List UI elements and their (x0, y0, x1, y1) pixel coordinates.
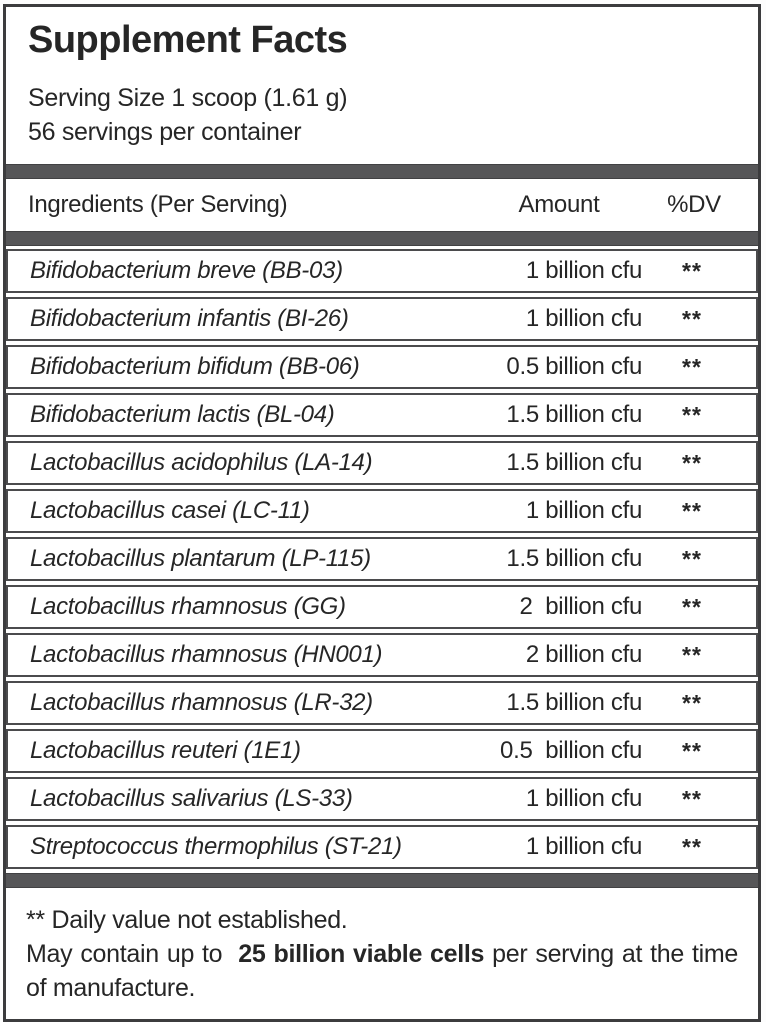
ingredient-name: Lactobacillus acidophilus (LA-14) (30, 449, 373, 476)
ingredient-amount: 1.5 billion cfu (506, 545, 642, 572)
ingredient-dv: ** (682, 641, 702, 668)
table-row: Lactobacillus plantarum (LP-115) 1.5 bil… (6, 537, 758, 581)
table-row: Lactobacillus casei (LC-11) 1 billion cf… (6, 489, 758, 533)
footnotes: ** Daily value not established. May cont… (6, 891, 758, 1019)
table-row: Lactobacillus rhamnosus (LR-32) 1.5 bill… (6, 681, 758, 725)
table-row: Lactobacillus reuteri (1E1) 0.5 billion … (6, 729, 758, 773)
ingredient-dv: ** (682, 689, 702, 716)
ingredient-name: Bifidobacterium lactis (BL-04) (30, 401, 335, 428)
ingredient-amount: 1 billion cfu (525, 785, 642, 812)
ingredient-dv: ** (682, 401, 702, 428)
divider-bar-top (6, 164, 758, 179)
ingredient-name: Streptococcus thermophilus (ST-21) (30, 833, 402, 860)
ingredient-amount: 1 billion cfu (525, 497, 642, 524)
table-row: Bifidobacterium breve (BB-03) 1 billion … (6, 249, 758, 293)
ingredient-dv: ** (682, 545, 702, 572)
divider-bar-bottom (6, 873, 758, 888)
column-header-ingredients: Ingredients (Per Serving) (28, 191, 288, 218)
table-row: Lactobacillus salivarius (LS-33) 1 billi… (6, 777, 758, 821)
ingredient-name: Lactobacillus reuteri (1E1) (30, 737, 301, 764)
ingredient-amount: 2 billion cfu (525, 641, 642, 668)
ingredient-dv: ** (682, 737, 702, 764)
ingredient-name: Lactobacillus casei (LC-11) (30, 497, 310, 524)
ingredient-name: Bifidobacterium infantis (BI-26) (30, 305, 349, 332)
table-row: Lactobacillus rhamnosus (GG) 2 billion c… (6, 585, 758, 629)
dv-footnote: ** Daily value not established. (26, 906, 348, 934)
column-header-amount: Amount (518, 191, 600, 218)
ingredient-name: Lactobacillus rhamnosus (HN001) (30, 641, 383, 668)
ingredient-amount: 2 billion cfu (519, 593, 642, 620)
ingredient-name: Lactobacillus rhamnosus (LR-32) (30, 689, 373, 716)
ingredient-dv: ** (682, 257, 702, 284)
ingredient-amount: 1.5 billion cfu (506, 449, 642, 476)
serving-size: Serving Size 1 scoop (1.61 g) (28, 84, 348, 112)
ingredient-name: Lactobacillus salivarius (LS-33) (30, 785, 353, 812)
ingredient-name: Lactobacillus plantarum (LP-115) (30, 545, 371, 572)
may-contain-prefix: May contain up to (26, 940, 239, 968)
servings-per-container: 56 servings per container (28, 118, 302, 146)
ingredient-dv: ** (682, 305, 702, 332)
ingredient-amount: 1.5 billion cfu (506, 689, 642, 716)
ingredient-amount: 1.5 billion cfu (506, 401, 642, 428)
ingredient-table: Bifidobacterium breve (BB-03) 1 billion … (6, 249, 758, 869)
may-contain-suffix: per serving at the time of manufacture. (26, 940, 738, 1002)
ingredient-dv: ** (682, 497, 702, 524)
supplement-facts-label: Supplement Facts Serving Size 1 scoop (1… (3, 4, 761, 1022)
label-header: Supplement Facts Serving Size 1 scoop (1… (6, 7, 758, 161)
table-row: Bifidobacterium bifidum (BB-06) 0.5 bill… (6, 345, 758, 389)
ingredient-dv: ** (682, 449, 702, 476)
ingredient-dv: ** (682, 785, 702, 812)
ingredient-amount: 1 billion cfu (525, 305, 642, 332)
table-row: Bifidobacterium infantis (BI-26) 1 billi… (6, 297, 758, 341)
ingredient-name: Lactobacillus rhamnosus (GG) (30, 593, 346, 620)
table-row: Bifidobacterium lactis (BL-04) 1.5 billi… (6, 393, 758, 437)
table-row: Lactobacillus acidophilus (LA-14) 1.5 bi… (6, 441, 758, 485)
ingredient-amount: 0.5 billion cfu (506, 353, 642, 380)
divider-bar-middle (6, 231, 758, 246)
label-title: Supplement Facts (28, 19, 348, 61)
ingredient-name: Bifidobacterium bifidum (BB-06) (30, 353, 360, 380)
table-row: Lactobacillus rhamnosus (HN001) 2 billio… (6, 633, 758, 677)
column-header-dv: %DV (667, 191, 721, 218)
ingredient-dv: ** (682, 353, 702, 380)
table-row: Streptococcus thermophilus (ST-21) 1 bil… (6, 825, 758, 869)
may-contain-bold: 25 billion viable cells (238, 940, 485, 968)
ingredient-amount: 1 billion cfu (525, 257, 642, 284)
column-header-row: Ingredients (Per Serving) Amount %DV (6, 182, 758, 228)
ingredient-amount: 0.5 billion cfu (500, 737, 642, 764)
ingredient-amount: 1 billion cfu (525, 833, 642, 860)
ingredient-dv: ** (682, 593, 702, 620)
may-contain-footnote: May contain up to 25 billion viable cell… (26, 937, 738, 1005)
ingredient-dv: ** (682, 833, 702, 860)
ingredient-name: Bifidobacterium breve (BB-03) (30, 257, 343, 284)
